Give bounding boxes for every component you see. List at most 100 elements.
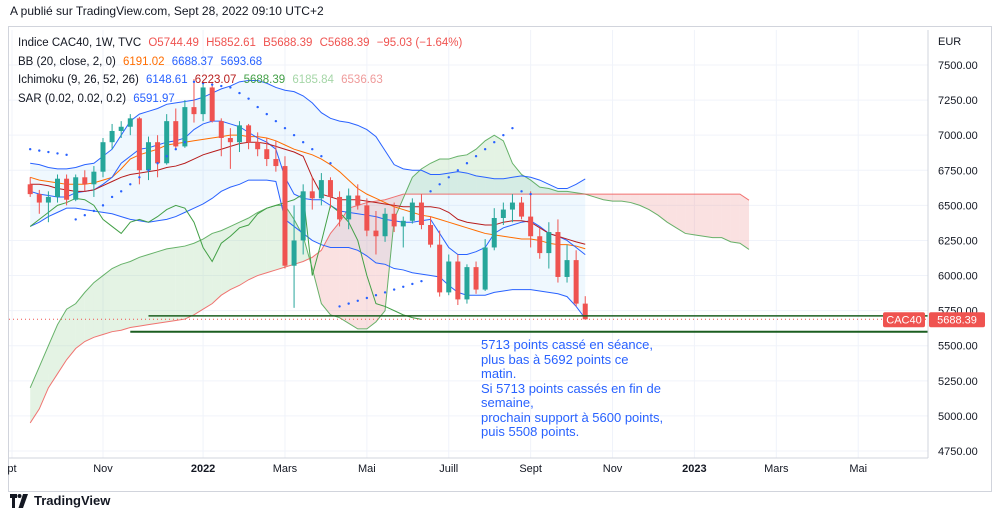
candle-body xyxy=(182,107,188,147)
sar-dot xyxy=(174,148,177,151)
cloud-segment xyxy=(130,257,140,328)
cloud-segment xyxy=(639,194,649,210)
price-tag-text: 5688.39 xyxy=(937,314,977,326)
candle-body xyxy=(291,240,297,266)
sar-dot xyxy=(129,183,132,186)
candle-body xyxy=(173,121,179,147)
candle-body xyxy=(191,107,197,115)
candle-body xyxy=(36,194,42,203)
legend-main-low: B5688.39 xyxy=(263,37,313,49)
y-tick-label: 5500.00 xyxy=(938,341,978,353)
x-tick-label: pt xyxy=(7,463,16,475)
candle-body xyxy=(373,230,379,237)
candle-body xyxy=(73,177,79,200)
y-tick-label: 7250.00 xyxy=(938,95,978,107)
sar-dot xyxy=(474,155,478,158)
cloud-segment xyxy=(503,140,513,195)
candle-body xyxy=(155,142,161,164)
price-tags: CAC40 5688.39 xyxy=(883,312,985,328)
chart-frame[interactable] xyxy=(8,26,992,492)
candle-body xyxy=(519,202,525,217)
sar-dot xyxy=(511,126,514,130)
sar-dot xyxy=(247,97,250,100)
x-tick-label: Juill xyxy=(439,463,458,475)
cloud-segment xyxy=(667,194,677,228)
sar-dot xyxy=(47,150,50,154)
cloud-segment xyxy=(221,226,231,296)
cloud-segment xyxy=(658,194,668,223)
y-tick-label: 6000.00 xyxy=(938,271,978,283)
cloud-segment xyxy=(321,233,331,315)
legend-main-row[interactable]: Indice CAC40, 1W, TVC O5744.49 H5852.61 … xyxy=(18,34,466,53)
candle-body xyxy=(109,130,115,143)
chart-annotation[interactable]: 5713 points cassé en séance, plus bas à … xyxy=(481,337,711,440)
legend-bb-name: BB (20, close, 2, 0) xyxy=(18,55,116,68)
cloud-segment xyxy=(703,194,713,238)
candle-body xyxy=(327,180,333,197)
candle-body xyxy=(482,247,488,290)
candle-body xyxy=(409,202,415,221)
candle-body xyxy=(82,177,88,185)
candle-body xyxy=(437,244,443,293)
sar-dot xyxy=(156,162,159,165)
sar-dot xyxy=(165,155,168,158)
cloud-segment xyxy=(466,149,477,195)
sar-dot xyxy=(383,291,387,294)
candle-body xyxy=(218,121,224,138)
annotation-line: puis 5508 points. xyxy=(481,424,580,439)
cloud-segment xyxy=(548,188,558,195)
candle-body xyxy=(528,216,534,237)
cloud-segment xyxy=(148,251,158,325)
price-tag-bg xyxy=(929,312,985,328)
candle-body xyxy=(391,213,397,227)
ichimoku-span-b-line xyxy=(29,193,750,424)
cloud-segment xyxy=(139,254,149,327)
sar-dot xyxy=(65,153,68,157)
candle-body xyxy=(509,202,515,210)
legend-ichimoku-conversion: 6148.61 xyxy=(146,74,188,87)
cloud-segment xyxy=(612,194,622,202)
y-tick-label: 6750.00 xyxy=(938,165,978,177)
legend-sar-row[interactable]: SAR (0.02, 0.02, 0.2) 6591.97 xyxy=(18,90,466,109)
legend-main-open: O5744.49 xyxy=(148,37,199,49)
sar-dot xyxy=(147,169,150,172)
candle-body xyxy=(546,232,552,254)
candle-body xyxy=(127,118,133,127)
cloud-segment xyxy=(603,194,613,202)
sar-dot xyxy=(101,204,105,207)
candle-body xyxy=(491,217,497,248)
symbol-tag-text: CAC40 xyxy=(886,314,921,326)
chart-legend: Indice CAC40, 1W, TVC O5744.49 H5852.61 … xyxy=(18,34,466,108)
y-tick-label: 5000.00 xyxy=(938,411,978,423)
cloud-segment xyxy=(93,275,103,338)
sar-dot xyxy=(465,162,469,165)
cloud-segment xyxy=(257,208,267,276)
cloud-segment xyxy=(266,205,276,273)
y-tick-label: 4750.00 xyxy=(938,446,978,458)
sar-dot xyxy=(447,176,450,179)
legend-ichimoku-row[interactable]: Ichimoku (9, 26, 52, 26) 6148.61 6223.07… xyxy=(18,71,466,90)
sar-dot xyxy=(493,141,496,144)
footer-brand[interactable]: TradingView xyxy=(10,493,110,508)
legend-sar-name: SAR (0.02, 0.02, 0.2) xyxy=(18,92,127,105)
candle-body xyxy=(255,142,261,150)
sar-dot xyxy=(183,141,187,144)
legend-main-change: −95.03 (−1.64%) xyxy=(376,37,463,49)
sar-dot xyxy=(220,84,223,88)
x-tick-label: 2023 xyxy=(682,463,706,475)
cloud-segment xyxy=(30,366,40,423)
legend-bb-row[interactable]: BB (20, close, 2, 0) 6191.02 6688.37 569… xyxy=(18,53,466,72)
sar-dot xyxy=(392,288,396,291)
cloud-segment xyxy=(439,159,449,195)
sar-dot xyxy=(56,152,59,155)
cloud-segment xyxy=(530,180,540,195)
published-header: A publié sur TradingView.com, Sept 28, 2… xyxy=(10,4,324,18)
candle-body xyxy=(136,118,142,171)
legend-ichimoku-span-a: 6185.84 xyxy=(292,74,334,87)
sar-dot xyxy=(192,80,196,84)
annotation-line: Si 5713 points cassés en fin de xyxy=(481,380,661,396)
candle-body xyxy=(209,87,215,122)
candle-body xyxy=(355,195,361,206)
cloud-segment xyxy=(102,268,113,335)
